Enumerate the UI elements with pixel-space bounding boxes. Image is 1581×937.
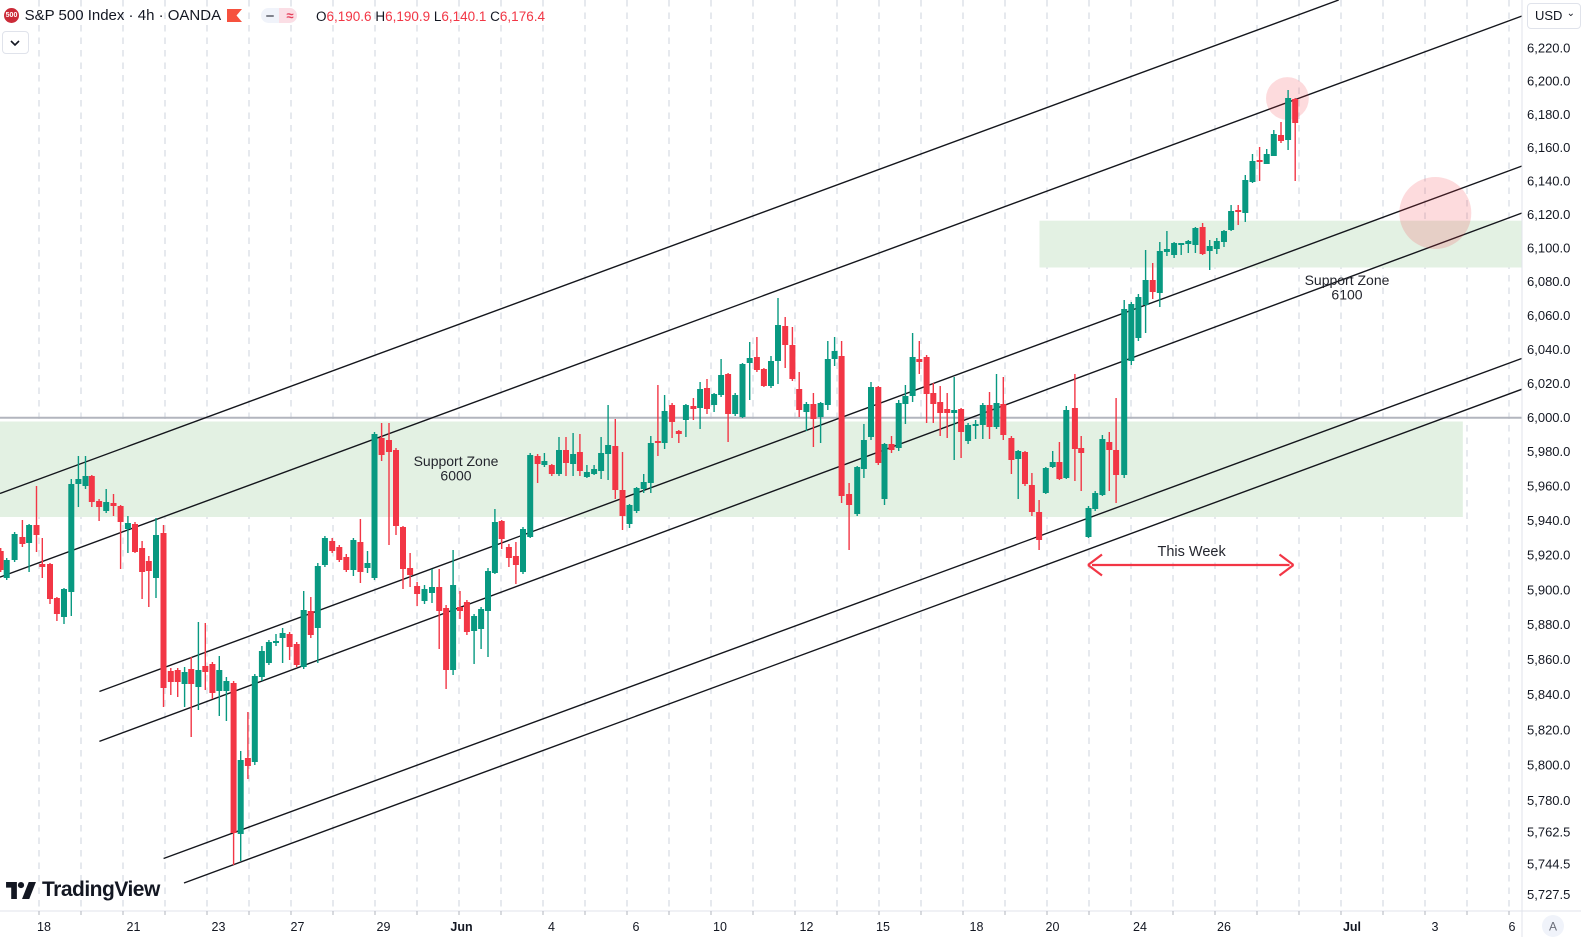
svg-text:23: 23 — [212, 920, 226, 934]
svg-text:5,940.0: 5,940.0 — [1527, 513, 1570, 528]
svg-text:6,100.0: 6,100.0 — [1527, 240, 1570, 255]
svg-text:Support Zone: Support Zone — [1305, 272, 1390, 288]
svg-text:15: 15 — [876, 920, 890, 934]
svg-text:29: 29 — [377, 920, 391, 934]
svg-text:6100: 6100 — [1331, 287, 1362, 303]
svg-text:27: 27 — [291, 920, 305, 934]
svg-text:3: 3 — [1432, 920, 1439, 934]
svg-text:5,744.5: 5,744.5 — [1527, 856, 1570, 871]
svg-text:6: 6 — [633, 920, 640, 934]
svg-text:21: 21 — [127, 920, 141, 934]
svg-text:6,220.0: 6,220.0 — [1527, 41, 1570, 56]
svg-text:5,980.0: 5,980.0 — [1527, 444, 1570, 459]
svg-text:6,160.0: 6,160.0 — [1527, 140, 1570, 155]
svg-text:Jul: Jul — [1343, 920, 1361, 934]
svg-text:5,820.0: 5,820.0 — [1527, 722, 1570, 737]
svg-text:6,140.0: 6,140.0 — [1527, 173, 1570, 188]
svg-text:A: A — [1549, 920, 1557, 934]
svg-text:5,840.0: 5,840.0 — [1527, 687, 1570, 702]
svg-text:Support Zone: Support Zone — [414, 453, 499, 469]
svg-text:Jun: Jun — [450, 920, 472, 934]
svg-text:6,180.0: 6,180.0 — [1527, 107, 1570, 122]
svg-text:5,880.0: 5,880.0 — [1527, 617, 1570, 632]
svg-text:5,900.0: 5,900.0 — [1527, 582, 1570, 597]
svg-text:This Week: This Week — [1157, 544, 1226, 560]
svg-text:6,060.0: 6,060.0 — [1527, 308, 1570, 323]
svg-text:6000: 6000 — [440, 468, 471, 484]
svg-text:18: 18 — [37, 920, 51, 934]
svg-text:6,020.0: 6,020.0 — [1527, 376, 1570, 391]
svg-text:20: 20 — [1046, 920, 1060, 934]
svg-text:10: 10 — [713, 920, 727, 934]
svg-text:6,080.0: 6,080.0 — [1527, 274, 1570, 289]
svg-text:5,762.5: 5,762.5 — [1527, 824, 1570, 839]
svg-text:5,960.0: 5,960.0 — [1527, 479, 1570, 494]
svg-text:5,780.0: 5,780.0 — [1527, 793, 1570, 808]
svg-text:24: 24 — [1133, 920, 1147, 934]
svg-text:26: 26 — [1217, 920, 1231, 934]
svg-text:12: 12 — [800, 920, 814, 934]
svg-text:6,000.0: 6,000.0 — [1527, 410, 1570, 425]
svg-text:5,727.5: 5,727.5 — [1527, 887, 1570, 902]
svg-text:6,040.0: 6,040.0 — [1527, 342, 1570, 357]
svg-text:18: 18 — [970, 920, 984, 934]
svg-text:6: 6 — [1509, 920, 1516, 934]
svg-text:4: 4 — [548, 920, 555, 934]
svg-text:6,200.0: 6,200.0 — [1527, 74, 1570, 89]
svg-text:5,860.0: 5,860.0 — [1527, 652, 1570, 667]
svg-text:5,800.0: 5,800.0 — [1527, 758, 1570, 773]
svg-text:6,120.0: 6,120.0 — [1527, 207, 1570, 222]
svg-text:5,920.0: 5,920.0 — [1527, 548, 1570, 563]
